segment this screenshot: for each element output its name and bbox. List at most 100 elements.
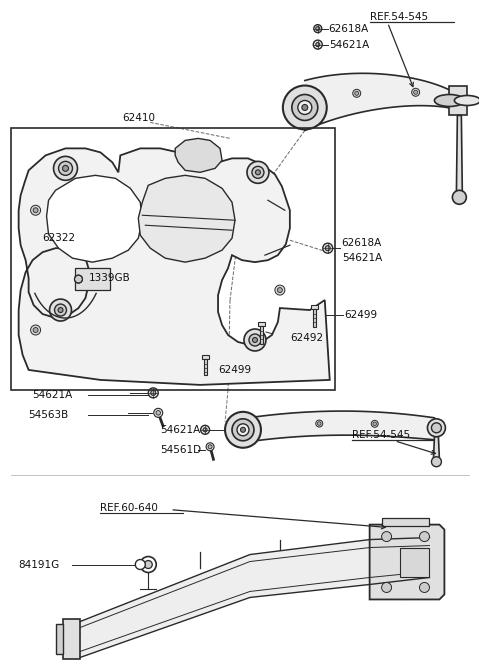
Circle shape	[452, 190, 467, 204]
Text: 1339GB: 1339GB	[88, 273, 130, 283]
Circle shape	[55, 304, 67, 316]
Circle shape	[74, 275, 83, 283]
Circle shape	[283, 86, 327, 129]
Polygon shape	[204, 359, 206, 375]
Polygon shape	[433, 437, 439, 460]
Text: 62492: 62492	[290, 333, 323, 343]
Polygon shape	[75, 268, 110, 290]
Ellipse shape	[434, 94, 464, 106]
Polygon shape	[261, 326, 264, 344]
Circle shape	[31, 325, 41, 335]
Circle shape	[302, 104, 308, 110]
Circle shape	[54, 157, 77, 181]
Circle shape	[58, 308, 63, 312]
Circle shape	[240, 427, 245, 432]
Ellipse shape	[455, 96, 480, 106]
Circle shape	[244, 329, 266, 351]
Circle shape	[316, 27, 320, 31]
Bar	[11, 128, 335, 390]
Circle shape	[373, 422, 376, 425]
Circle shape	[252, 167, 264, 179]
Polygon shape	[305, 74, 459, 130]
Polygon shape	[370, 524, 444, 599]
Circle shape	[316, 43, 320, 47]
Circle shape	[412, 88, 420, 96]
Text: 62322: 62322	[43, 233, 76, 244]
Circle shape	[382, 532, 392, 542]
Circle shape	[151, 391, 156, 395]
Text: 62618A: 62618A	[329, 23, 369, 33]
Circle shape	[148, 388, 158, 398]
Polygon shape	[56, 624, 62, 654]
Polygon shape	[449, 86, 468, 116]
Polygon shape	[456, 116, 462, 195]
Polygon shape	[47, 175, 142, 262]
Circle shape	[355, 91, 359, 95]
Text: REF.54-545: REF.54-545	[352, 429, 410, 440]
Text: 62499: 62499	[218, 365, 251, 375]
Circle shape	[432, 423, 442, 433]
Circle shape	[59, 161, 72, 175]
Polygon shape	[313, 309, 316, 327]
Circle shape	[313, 40, 322, 49]
Circle shape	[420, 532, 430, 542]
Text: 54621A: 54621A	[33, 390, 73, 400]
Circle shape	[414, 90, 418, 94]
Circle shape	[206, 443, 214, 451]
Circle shape	[292, 94, 318, 120]
Circle shape	[49, 299, 72, 321]
Circle shape	[156, 411, 160, 415]
Circle shape	[247, 161, 269, 183]
Circle shape	[298, 100, 312, 114]
Polygon shape	[312, 305, 318, 309]
Circle shape	[225, 412, 261, 448]
Text: 54561D: 54561D	[160, 445, 201, 455]
Text: 54621A: 54621A	[342, 253, 382, 263]
Polygon shape	[258, 322, 265, 326]
Circle shape	[314, 25, 322, 33]
Circle shape	[325, 246, 330, 251]
Circle shape	[135, 559, 145, 569]
Circle shape	[62, 165, 69, 171]
Circle shape	[201, 425, 210, 434]
Text: 62410: 62410	[122, 114, 156, 124]
Circle shape	[232, 419, 254, 441]
Circle shape	[420, 583, 430, 593]
Circle shape	[371, 420, 378, 427]
Polygon shape	[175, 138, 222, 173]
Circle shape	[154, 408, 163, 417]
Polygon shape	[62, 619, 81, 660]
Text: 54563B: 54563B	[29, 410, 69, 420]
Circle shape	[382, 583, 392, 593]
Circle shape	[316, 420, 323, 427]
Polygon shape	[248, 411, 434, 442]
Circle shape	[140, 557, 156, 573]
Text: REF.54-545: REF.54-545	[370, 11, 428, 21]
Circle shape	[144, 561, 152, 569]
Text: 54621A: 54621A	[329, 39, 369, 50]
Circle shape	[317, 421, 321, 425]
Polygon shape	[382, 518, 430, 526]
Polygon shape	[399, 547, 430, 577]
Text: 54621A: 54621A	[160, 425, 200, 435]
Circle shape	[432, 457, 442, 467]
Text: 62499: 62499	[345, 310, 378, 320]
Circle shape	[277, 288, 282, 292]
Polygon shape	[202, 355, 209, 359]
Circle shape	[33, 208, 38, 213]
Circle shape	[252, 337, 257, 343]
Text: 62618A: 62618A	[342, 238, 382, 248]
Text: REF.60-640: REF.60-640	[100, 502, 158, 512]
Circle shape	[249, 334, 261, 346]
Circle shape	[237, 424, 249, 436]
Circle shape	[353, 90, 360, 97]
Polygon shape	[138, 175, 235, 262]
Circle shape	[275, 285, 285, 295]
Circle shape	[33, 328, 38, 332]
Text: 84191G: 84191G	[19, 559, 60, 569]
Circle shape	[31, 205, 41, 215]
Polygon shape	[81, 538, 430, 658]
Circle shape	[203, 427, 207, 432]
Circle shape	[255, 170, 261, 175]
Circle shape	[323, 244, 333, 253]
